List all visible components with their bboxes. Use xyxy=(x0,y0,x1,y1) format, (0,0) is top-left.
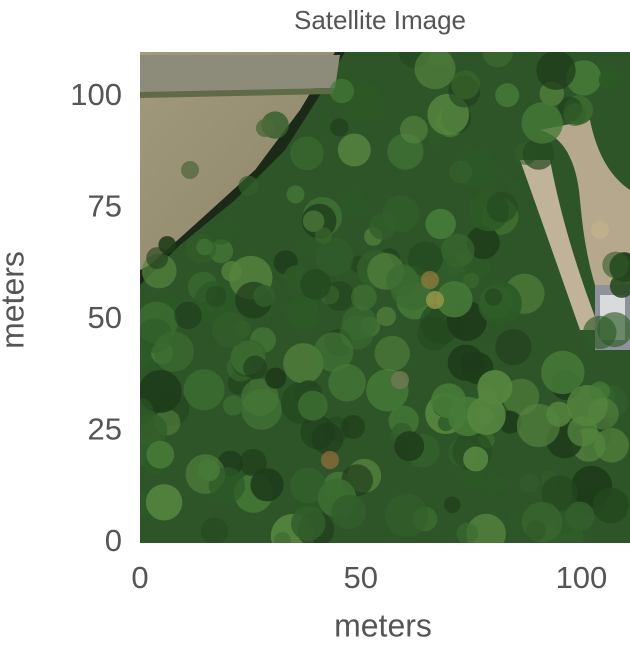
tree-canopy xyxy=(375,336,410,371)
tree-canopy xyxy=(243,356,267,380)
tree-canopy xyxy=(567,416,597,446)
tree-canopy xyxy=(330,118,348,136)
y-axis-label: meters xyxy=(0,251,30,349)
tree-canopy xyxy=(290,136,324,170)
tree-canopy xyxy=(250,468,283,501)
tree-canopy xyxy=(312,423,344,455)
tree-canopy xyxy=(536,50,575,89)
tree-canopy xyxy=(154,331,194,371)
tree-canopy xyxy=(394,431,424,461)
tree-canopy xyxy=(146,484,182,520)
page: {"chart_data": {"type": "image", "title"… xyxy=(0,0,630,645)
tree-canopy xyxy=(565,502,594,531)
tree-canopy xyxy=(198,459,220,481)
tree-canopy xyxy=(421,271,439,289)
tree-canopy xyxy=(522,102,563,143)
tree-canopy xyxy=(256,119,274,137)
tree-canopy xyxy=(158,236,176,254)
tree-canopy xyxy=(127,398,154,425)
chart-title: Satellite Image xyxy=(294,5,466,35)
tree-canopy xyxy=(223,395,243,415)
tree-canopy xyxy=(287,185,305,203)
x-tick-label: 0 xyxy=(131,560,148,595)
tree-canopy xyxy=(444,497,461,514)
tree-canopy xyxy=(184,369,225,410)
tree-canopy xyxy=(331,495,366,530)
tree-canopy xyxy=(314,332,354,372)
tree-canopy xyxy=(391,371,409,389)
tree-canopy xyxy=(253,285,275,307)
tree-canopy xyxy=(417,317,451,351)
tree-canopy xyxy=(330,79,354,103)
tree-canopy xyxy=(461,352,481,372)
tree-canopy xyxy=(377,307,397,327)
tree-canopy xyxy=(546,402,571,427)
tree-canopy xyxy=(415,48,456,89)
tree-canopy xyxy=(449,161,472,184)
x-tick-label: 50 xyxy=(343,560,377,595)
road xyxy=(140,55,340,92)
tree-canopy xyxy=(457,523,479,545)
tree-canopy xyxy=(599,71,617,89)
tree-canopy xyxy=(463,446,488,471)
tree-canopy xyxy=(369,213,396,240)
y-tick-label: 75 xyxy=(88,188,122,223)
tree-canopy xyxy=(340,190,367,217)
tree-canopy xyxy=(425,209,455,239)
tree-canopy xyxy=(286,296,319,329)
tree-canopy xyxy=(602,252,629,279)
tree-canopy xyxy=(338,134,371,167)
tree-canopy xyxy=(431,383,466,418)
tree-canopy xyxy=(146,441,174,469)
y-tick-label: 25 xyxy=(88,412,122,447)
tree-canopy xyxy=(315,227,332,244)
tree-canopy xyxy=(265,368,286,389)
tree-canopy xyxy=(298,391,328,421)
tree-canopy xyxy=(385,494,428,537)
tree-canopy xyxy=(341,415,365,439)
tree-canopy xyxy=(201,517,229,545)
tree-canopy xyxy=(495,83,519,107)
tree-canopy xyxy=(495,329,531,365)
tree-canopy xyxy=(186,234,216,264)
tree-canopy xyxy=(467,396,506,435)
tree-canopy xyxy=(591,221,609,239)
x-axis-label: meters xyxy=(334,607,432,643)
tree-canopy xyxy=(400,116,428,144)
tree-canopy xyxy=(583,316,616,349)
tree-canopy xyxy=(321,451,339,469)
tree-canopy xyxy=(593,488,629,524)
tree-canopy xyxy=(291,506,326,541)
chart: Satellite Image meters meters 0 50 100 0 25 5… xyxy=(0,0,630,645)
tree-canopy xyxy=(520,473,539,492)
tree-canopy xyxy=(351,284,377,310)
tree-canopy xyxy=(522,502,563,543)
satellite-image xyxy=(124,37,630,561)
tree-canopy xyxy=(239,176,259,196)
tree-canopy xyxy=(485,288,502,305)
tree-canopy xyxy=(451,70,480,99)
y-tick-label: 50 xyxy=(88,300,122,335)
tree-canopy xyxy=(426,291,444,309)
tree-canopy xyxy=(212,312,248,348)
y-tick-label: 100 xyxy=(70,77,122,112)
tree-canopy xyxy=(489,474,507,492)
tree-canopy xyxy=(442,256,462,276)
tree-canopy xyxy=(478,282,522,326)
tree-canopy xyxy=(274,532,291,549)
tree-canopy xyxy=(181,161,199,179)
tree-canopy xyxy=(487,192,518,223)
tree-canopy xyxy=(174,302,201,329)
tree-canopy xyxy=(300,269,331,300)
y-tick-label: 0 xyxy=(105,523,122,558)
tree-canopy xyxy=(563,103,586,126)
x-tick-label: 100 xyxy=(556,560,608,595)
tree-canopy xyxy=(386,264,418,296)
tree-canopy xyxy=(482,37,513,68)
tree-canopy xyxy=(205,286,226,307)
